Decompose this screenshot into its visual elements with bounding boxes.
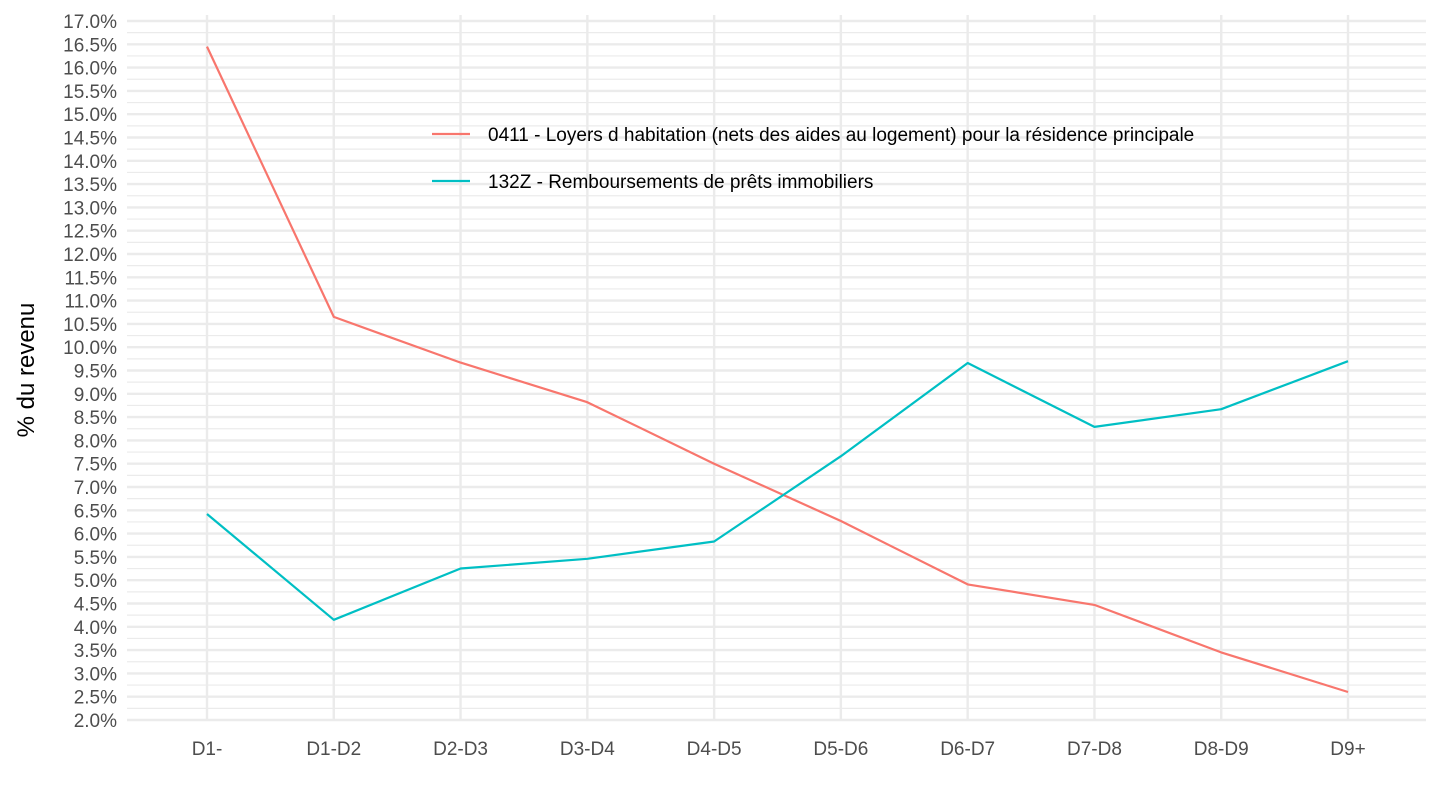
grid bbox=[127, 15, 1426, 722]
legend: 0411 - Loyers d habitation (nets des aid… bbox=[432, 125, 1194, 193]
y-tick-label: 2.0% bbox=[74, 711, 117, 732]
y-tick-label: 9.5% bbox=[74, 362, 117, 383]
y-tick-label: 11.5% bbox=[65, 268, 118, 289]
y-tick-label: 16.5% bbox=[63, 35, 117, 56]
y-tick-label: 4.0% bbox=[74, 618, 117, 639]
y-tick-label: 2.5% bbox=[74, 688, 117, 709]
y-tick-label: 8.5% bbox=[74, 408, 117, 429]
y-tick-label: 10.5% bbox=[63, 315, 117, 336]
x-tick-label: D9+ bbox=[1330, 739, 1365, 760]
x-tick-label: D8-D9 bbox=[1194, 739, 1249, 760]
y-tick-label: 15.5% bbox=[63, 82, 117, 103]
series-line-1 bbox=[206, 46, 1349, 694]
y-tick-label: 12.0% bbox=[63, 245, 117, 266]
x-tick-label: D2-D3 bbox=[433, 739, 488, 760]
x-tick-label: D6-D7 bbox=[940, 739, 995, 760]
y-tick-label: 10.0% bbox=[63, 338, 117, 359]
x-tick-label: D1-D2 bbox=[306, 739, 361, 760]
y-tick-label: 9.0% bbox=[74, 385, 117, 406]
y-tick-label: 4.5% bbox=[74, 595, 117, 616]
y-tick-label: 15.0% bbox=[63, 105, 117, 126]
legend-label: 0411 - Loyers d habitation (nets des aid… bbox=[488, 125, 1194, 146]
y-tick-label: 7.0% bbox=[74, 478, 117, 499]
y-tick-label: 14.0% bbox=[63, 152, 117, 173]
y-tick-label: 13.5% bbox=[63, 175, 117, 196]
y-tick-label: 13.0% bbox=[63, 198, 117, 219]
y-axis-title: % du revenu bbox=[13, 303, 40, 438]
series-lines bbox=[206, 46, 1349, 694]
y-tick-label: 3.0% bbox=[74, 664, 117, 685]
y-tick-label: 5.5% bbox=[74, 548, 117, 569]
x-tick-label: D7-D8 bbox=[1067, 739, 1122, 760]
y-tick-label: 7.5% bbox=[74, 455, 117, 476]
y-tick-label: 11.0% bbox=[65, 292, 118, 313]
x-tick-label: D4-D5 bbox=[687, 739, 742, 760]
series-line-2 bbox=[206, 360, 1349, 621]
legend-item-1: 0411 - Loyers d habitation (nets des aid… bbox=[432, 125, 1194, 146]
y-tick-label: 16.0% bbox=[63, 59, 117, 80]
x-tick-label: D5-D6 bbox=[813, 739, 868, 760]
y-tick-label: 5.0% bbox=[74, 571, 117, 592]
y-tick-label: 8.0% bbox=[74, 431, 117, 452]
y-tick-label: 6.0% bbox=[74, 525, 117, 546]
y-axis-ticks: 2.0%2.5% 3.0%3.5%4.0%4.5% 5.0%5.5%6.0% 6.5%… bbox=[63, 12, 117, 732]
x-tick-label: D3-D4 bbox=[560, 739, 615, 760]
y-tick-label: 6.5% bbox=[74, 501, 117, 522]
legend-item-2: 132Z - Remboursements de prêts immobilie… bbox=[432, 172, 873, 193]
y-tick-label: 12.5% bbox=[63, 222, 117, 243]
x-axis-ticks: D1- D1-D2 D2-D3 D3-D4 D4-D5 D5-D6 D6-D7 D7-D8 D8… bbox=[192, 739, 1366, 760]
y-tick-label: 17.0% bbox=[63, 12, 117, 33]
x-tick-label: D1- bbox=[192, 739, 223, 760]
legend-label: 132Z - Remboursements de prêts immobilie… bbox=[488, 172, 873, 193]
y-tick-label: 14.5% bbox=[63, 129, 117, 150]
y-tick-label: 3.5% bbox=[74, 641, 117, 662]
